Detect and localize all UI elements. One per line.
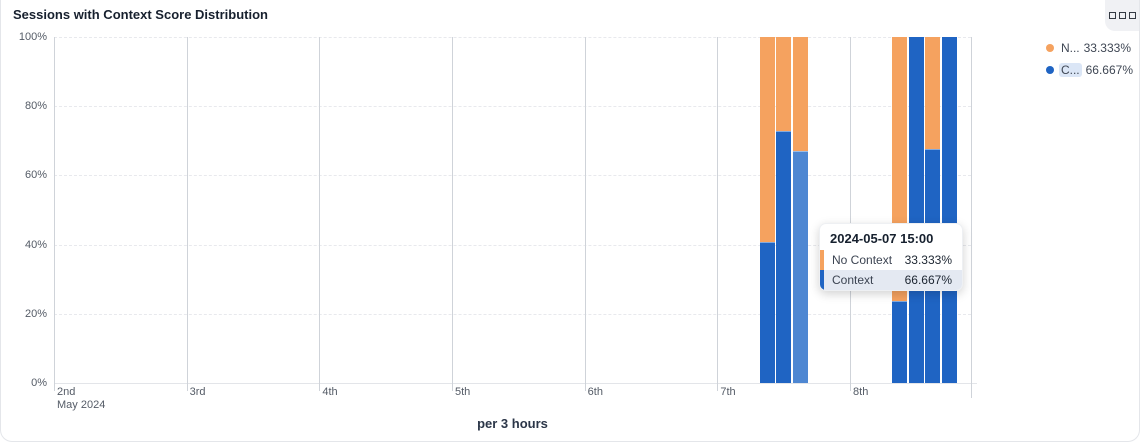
y-axis-tick-label: 80%: [24, 100, 47, 113]
x-axis-tick-label: 4th: [322, 386, 338, 398]
tooltip-series-label: Context: [832, 273, 874, 287]
y-axis-tick-label: 60%: [24, 169, 47, 182]
y-axis-tick-label: 40%: [24, 238, 47, 251]
legend-dot-icon: [1045, 66, 1054, 74]
tooltip-series-value: 66.667%: [904, 273, 952, 287]
gridline-vertical: [717, 37, 719, 391]
card-title: Sessions with Context Score Distribution: [13, 7, 268, 22]
bar-segment-context[interactable]: [892, 301, 908, 383]
legend-label: C...: [1058, 63, 1082, 77]
x-axis-tick-label: 5th: [455, 386, 471, 398]
legend-label: N...: [1060, 41, 1080, 55]
gridline-vertical: [319, 37, 321, 391]
x-axis-unit-label: per 3 hours: [477, 416, 548, 431]
tooltip-title: 2024-05-07 15:00: [830, 231, 934, 246]
y-axis-tick-label: 100%: [18, 31, 47, 43]
bar-segment-context[interactable]: [908, 37, 924, 383]
legend-item-N[interactable]: N... 33.333%: [1045, 37, 1133, 59]
gridline-vertical: [971, 37, 972, 398]
tooltip-series-value: 33.333%: [904, 253, 952, 267]
x-axis-tick-label: 6th: [587, 386, 603, 398]
tooltip-series-stripe: [820, 270, 824, 290]
gridline-horizontal: [54, 106, 971, 108]
bar-2024-05-08 12:00[interactable]: [908, 37, 924, 383]
gridline-horizontal: [54, 313, 971, 315]
bar-segment-no-context[interactable]: [759, 37, 775, 243]
legend-value: 66.667%: [1085, 63, 1133, 77]
legend-value: 33.333%: [1083, 41, 1131, 55]
gridline-vertical: [850, 37, 852, 391]
bar-segment-context[interactable]: [776, 131, 792, 383]
legend-dot-icon: [1045, 44, 1054, 52]
y-axis-tick-label: 20%: [24, 307, 47, 320]
gridline-vertical: [584, 37, 586, 391]
bar-2024-05-08 15:00[interactable]: [925, 37, 941, 383]
gridline-vertical: [54, 37, 55, 391]
bar-segment-no-context[interactable]: [792, 37, 808, 153]
x-axis-tick-label: 2nd May 2024: [57, 386, 106, 411]
x-axis-tick-label: 8th: [853, 386, 869, 398]
gridline-vertical: [186, 37, 188, 391]
bar-segment-context[interactable]: [792, 151, 808, 383]
bar-2024-05-07 15:00[interactable]: [792, 37, 808, 383]
tooltip-row: No Context 33.333%: [820, 250, 962, 270]
bar-2024-05-08 09:00[interactable]: [892, 37, 908, 383]
bar-2024-05-08 18:00[interactable]: [942, 37, 958, 383]
widget-menu-button[interactable]: [1105, 0, 1139, 31]
tooltip-series-label: No Context: [832, 253, 893, 267]
bar-segment-no-context[interactable]: [776, 37, 792, 133]
x-axis-tick-label: 3rd: [189, 386, 206, 398]
y-axis-tick-label: 0%: [31, 377, 47, 389]
legend: N... 33.333% C... 66.667%: [1045, 37, 1133, 81]
bar-2024-05-07 09:00[interactable]: [759, 37, 775, 383]
gridline-horizontal: [54, 37, 971, 38]
bar-segment-no-context[interactable]: [925, 37, 941, 151]
gridline-horizontal: [54, 244, 971, 246]
gridline-horizontal: [54, 175, 971, 177]
grid-squares-icon: [1108, 12, 1136, 19]
legend-item-C[interactable]: C... 66.667%: [1045, 59, 1133, 81]
bar-segment-context[interactable]: [759, 241, 775, 383]
chart-tooltip: 2024-05-07 15:00 No Context 33.333% Contex…: [819, 223, 963, 291]
bar-2024-05-07 12:00[interactable]: [776, 37, 792, 383]
tooltip-series-stripe: [820, 250, 824, 270]
x-axis-tick-label: 7th: [720, 386, 736, 398]
tooltip-row: Context 66.667%: [820, 270, 962, 290]
bar-segment-context[interactable]: [942, 37, 958, 383]
x-axis-line: [54, 383, 977, 384]
gridline-vertical: [452, 37, 453, 391]
